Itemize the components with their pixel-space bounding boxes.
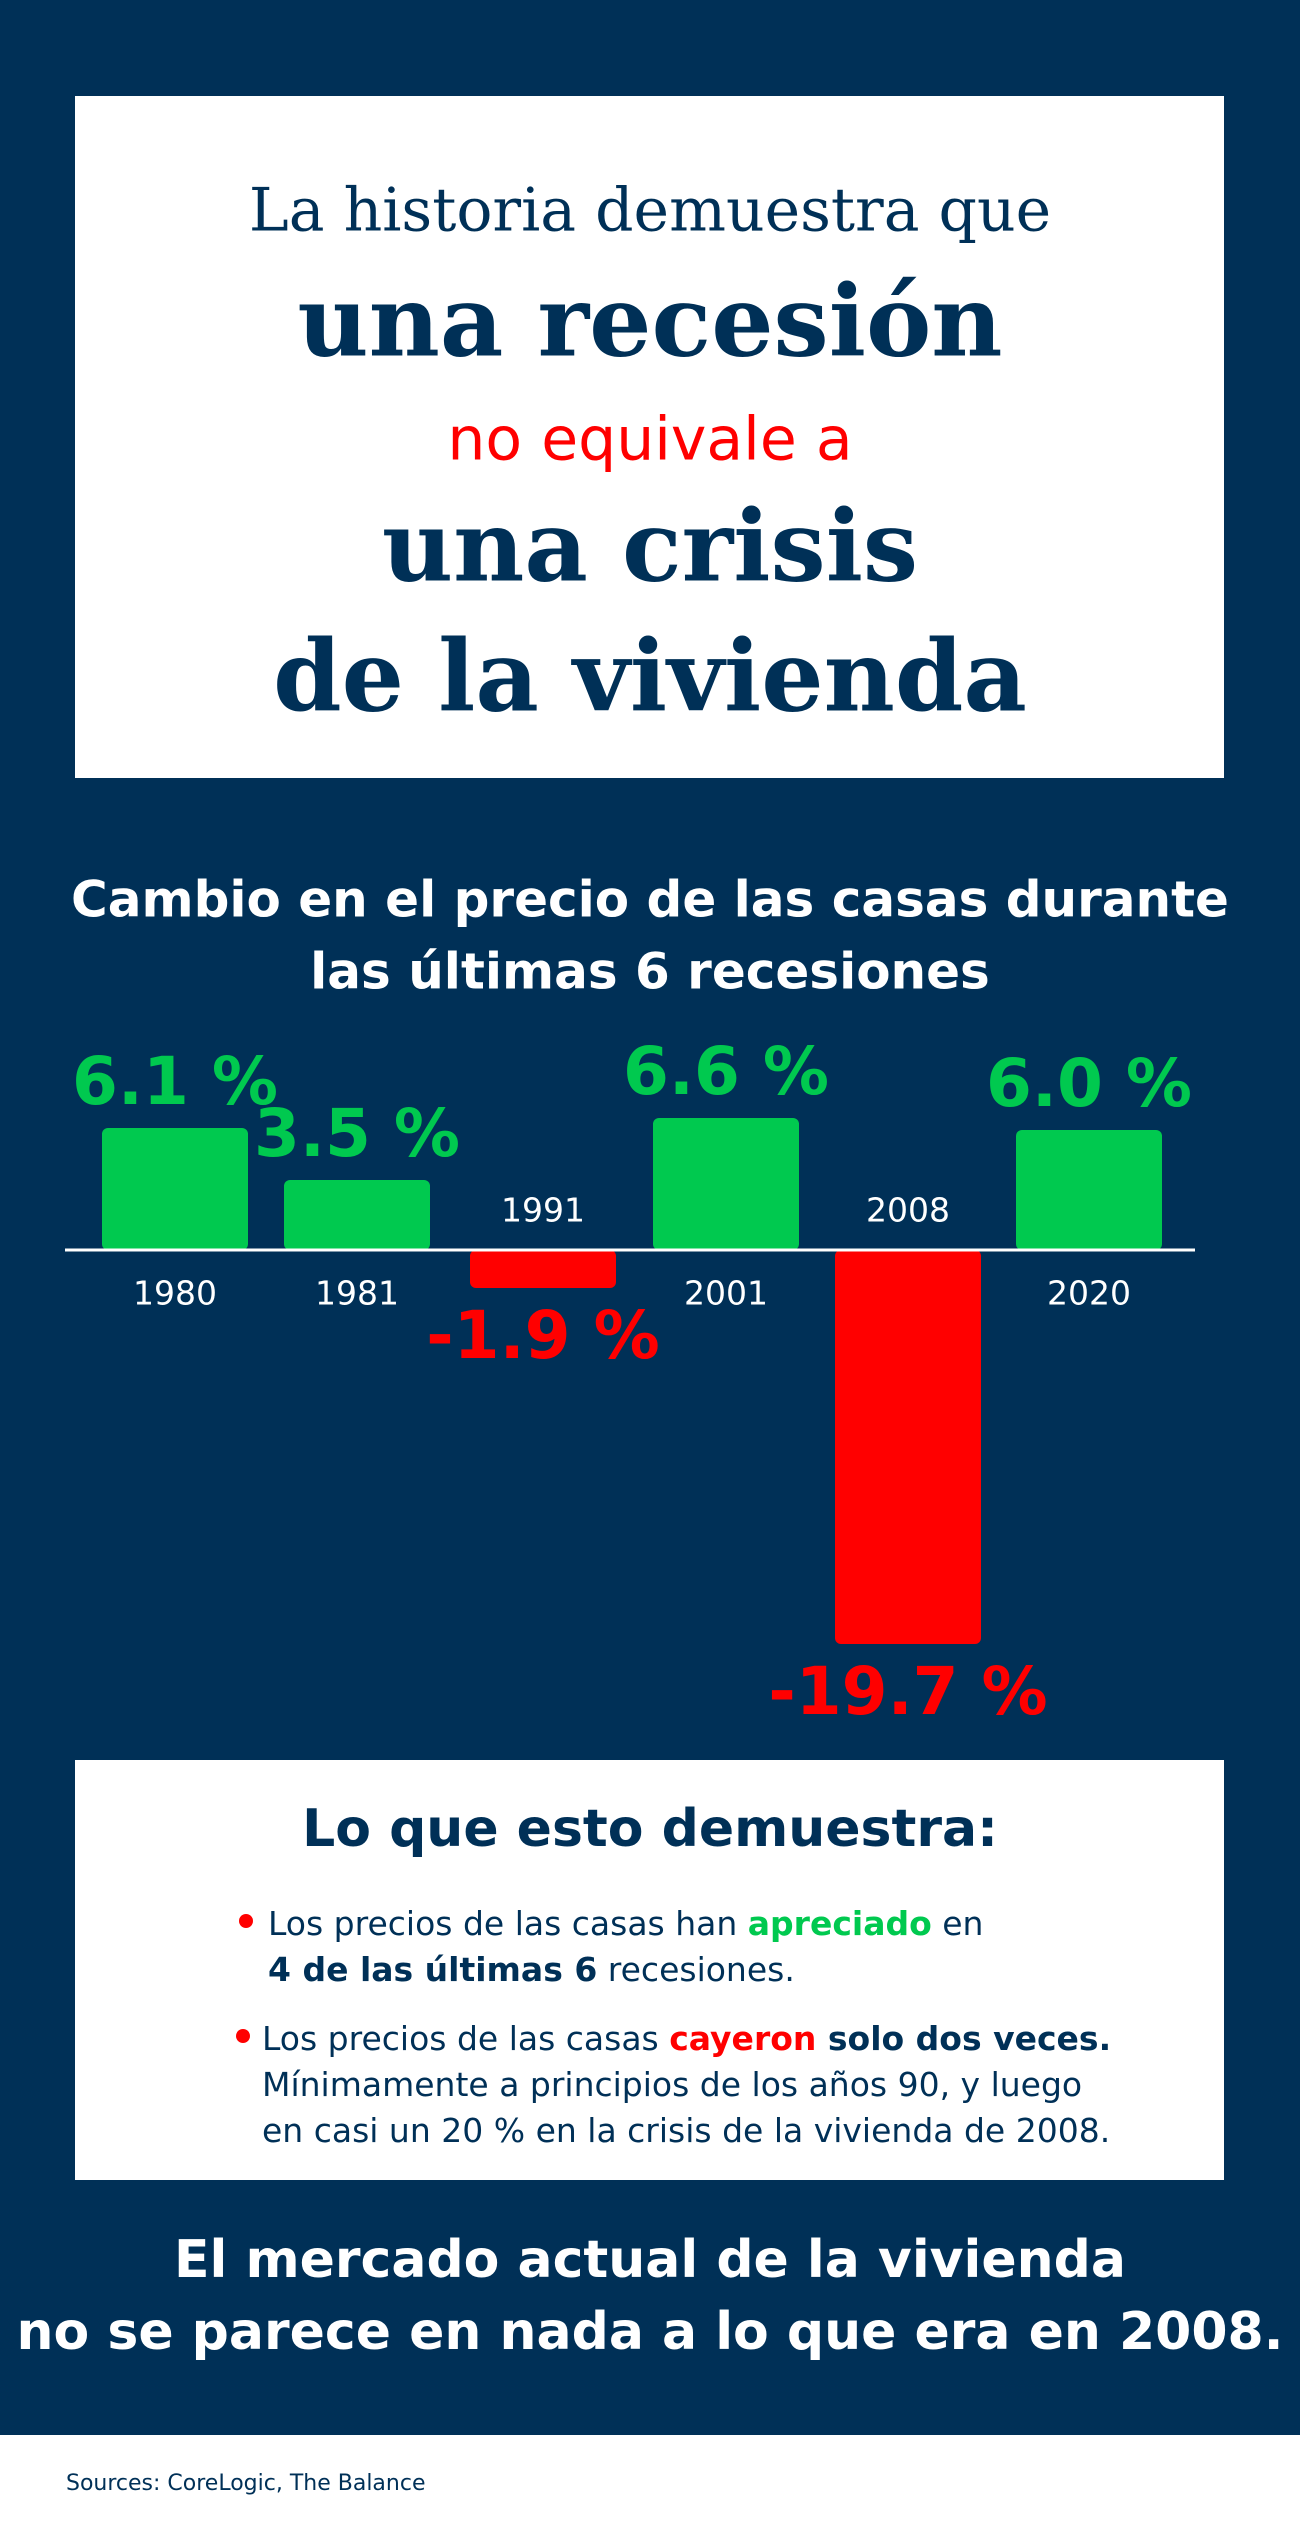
headline-line: de la vivienda <box>273 619 1027 734</box>
bullet-text: en casi un 20 % en la crisis de la vivie… <box>262 2111 1110 2150</box>
bullet-text: solo dos veces. <box>816 2019 1111 2058</box>
value-label: 6.6 % <box>623 1033 829 1110</box>
bar <box>1016 1130 1162 1250</box>
bullet-text: Los precios de las casas <box>262 2019 669 2058</box>
headline-line: una crisis <box>382 489 918 604</box>
conclusion: El mercado actual de la vivienda <box>174 2230 1126 2290</box>
bar-chart: 6.1 % 1980 3.5 % 1981 -1.9 % 1991 6.6 % 2001 -19… <box>72 1033 1192 1730</box>
category-label: 1991 <box>501 1191 585 1230</box>
value-label: 6.0 % <box>986 1045 1192 1122</box>
bullet-text: cayeron <box>669 2019 816 2058</box>
bullet-text: recesiones. <box>597 1950 795 1989</box>
bullet-line: Mínimamente a principios de los años 90,… <box>262 2065 1082 2104</box>
chart-title: las últimas 6 recesiones <box>310 943 990 1001</box>
headline-box <box>75 96 1224 778</box>
bullet-dot <box>236 2029 250 2043</box>
headline-line: no equivale a <box>447 405 852 475</box>
bar <box>284 1180 430 1250</box>
value-label: 6.1 % <box>72 1043 278 1120</box>
bullet-line: en casi un 20 % en la crisis de la vivie… <box>262 2111 1110 2150</box>
bullet-list: Los precios de las casas han apreciado e… <box>236 1904 1111 2150</box>
bar <box>102 1128 248 1250</box>
bar <box>653 1118 799 1250</box>
category-label: 2008 <box>866 1191 950 1230</box>
conclusion: no se parece en nada a lo que era en 200… <box>17 2302 1284 2362</box>
bullet-line: 4 de las últimas 6 recesiones. <box>268 1950 795 1989</box>
bullet-text: Los precios de las casas han <box>268 1904 748 1943</box>
headline-line: La historia demuestra que <box>249 176 1051 246</box>
bar <box>835 1250 981 1644</box>
bullet-text: apreciado <box>748 1904 932 1943</box>
bar <box>470 1250 616 1288</box>
bullet-text: 4 de las últimas 6 <box>268 1950 597 1989</box>
value-label: -1.9 % <box>426 1297 659 1374</box>
bullet-line: Los precios de las casas cayeron solo do… <box>262 2019 1111 2058</box>
bullet-line: Los precios de las casas han apreciado e… <box>268 1904 983 1943</box>
value-label: 3.5 % <box>254 1095 460 1172</box>
sources: Sources: CoreLogic, The Balance <box>66 2471 426 2496</box>
chart-title: Cambio en el precio de las casas durante <box>71 871 1229 929</box>
category-label: 2001 <box>684 1274 768 1313</box>
bullet-dot <box>239 1914 253 1928</box>
bullet-text: en <box>932 1904 984 1943</box>
takeaways-heading: Lo que esto demuestra: <box>302 1799 998 1859</box>
category-label: 1980 <box>133 1274 217 1313</box>
footer-strip <box>0 2435 1300 2541</box>
value-label: -19.7 % <box>768 1653 1047 1730</box>
category-label: 2020 <box>1047 1274 1131 1313</box>
bullet-text: Mínimamente a principios de los años 90,… <box>262 2065 1082 2104</box>
headline-line: una recesión <box>297 264 1002 379</box>
category-label: 1981 <box>315 1274 399 1313</box>
takeaways-box <box>75 1760 1224 2180</box>
